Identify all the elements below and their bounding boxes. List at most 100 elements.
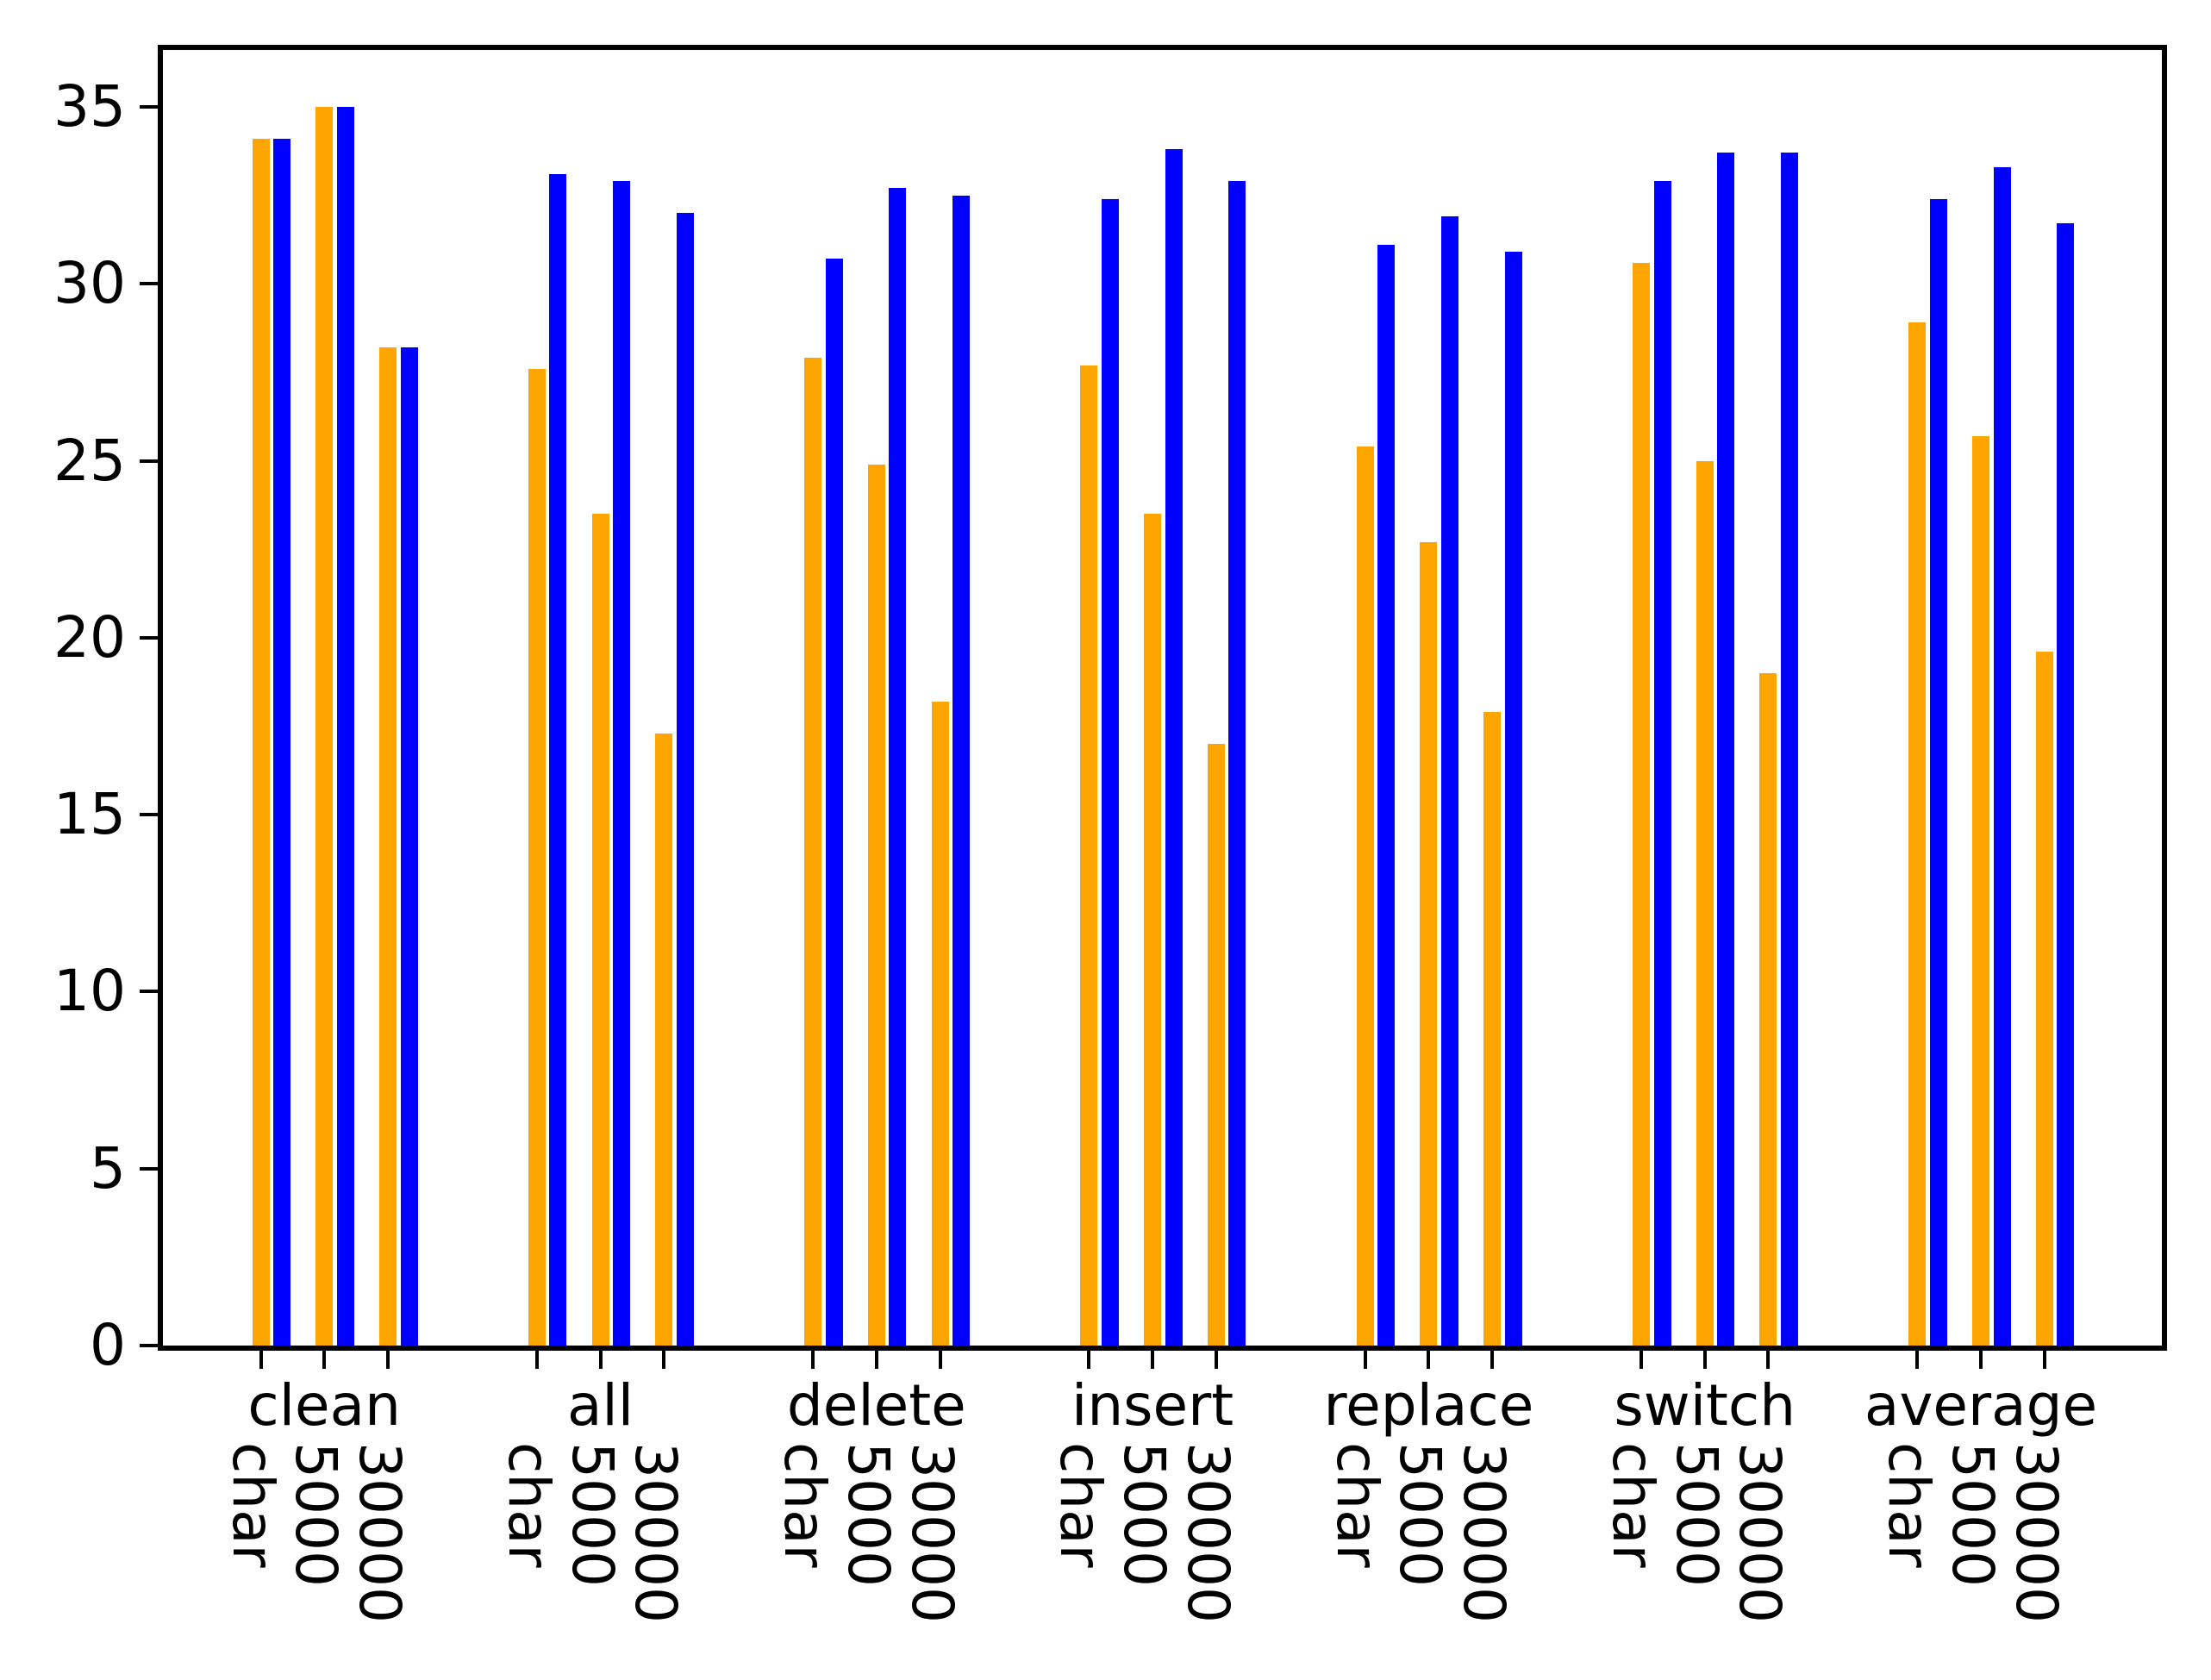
x-axis-tick-mark [1214, 1351, 1218, 1369]
x-group-label-average: average [1864, 1372, 2098, 1439]
x-axis-tick-mark [385, 1351, 390, 1369]
x-subgroup-label-char: char [771, 1442, 839, 1568]
y-axis-tick-mark [140, 104, 158, 109]
x-subgroup-label-30000: 30000 [2002, 1442, 2070, 1623]
x-axis-tick-mark [811, 1351, 815, 1369]
x-subgroup-label-char: char [1323, 1442, 1390, 1568]
x-subgroup-label-char: char [495, 1442, 562, 1568]
bar-delete-char-orange [804, 358, 822, 1346]
y-axis-tick-label: 35 [53, 72, 126, 140]
bar-switch-5000-blue [1717, 153, 1735, 1346]
y-axis-tick-mark [140, 1344, 158, 1347]
bar-clean-5000-blue [336, 106, 354, 1346]
bar-delete-30000-blue [952, 195, 971, 1346]
bar-replace-char-orange [1356, 447, 1374, 1346]
x-subgroup-label-30000: 30000 [1174, 1442, 1241, 1623]
bar-all-5000-blue [613, 181, 631, 1346]
bar-switch-5000-orange [1696, 460, 1714, 1346]
x-axis-tick-mark [1979, 1351, 1983, 1369]
y-axis-tick-label: 10 [53, 958, 126, 1025]
bar-insert-30000-orange [1207, 743, 1225, 1346]
bar-switch-30000-blue [1781, 153, 1798, 1346]
bar-replace-5000-blue [1441, 216, 1458, 1346]
x-subgroup-label-char: char [219, 1442, 286, 1568]
bar-insert-5000-blue [1165, 149, 1183, 1346]
y-axis-tick-mark [140, 459, 158, 463]
y-axis-tick-label: 25 [53, 427, 126, 494]
x-subgroup-label-5000: 5000 [283, 1442, 350, 1587]
x-axis-tick-mark [1087, 1351, 1091, 1369]
bar-average-char-blue [1929, 198, 1947, 1346]
x-axis-tick-mark [1766, 1351, 1771, 1369]
x-axis-tick-mark [322, 1351, 327, 1369]
y-axis-tick-mark [140, 813, 158, 817]
x-axis-tick-mark [1490, 1351, 1495, 1369]
bar-clean-char-blue [273, 138, 291, 1346]
y-axis-tick-mark [140, 1166, 158, 1171]
bar-average-5000-orange [1972, 435, 1989, 1346]
bar-switch-char-orange [1633, 262, 1650, 1346]
x-group-label-delete: delete [786, 1372, 966, 1439]
x-subgroup-label-5000: 5000 [834, 1442, 902, 1587]
x-subgroup-label-5000: 5000 [1939, 1442, 2006, 1587]
bar-all-30000-blue [676, 213, 694, 1346]
bar-delete-5000-blue [889, 188, 907, 1346]
y-axis-tick-mark [140, 282, 158, 286]
x-subgroup-label-30000: 30000 [1727, 1442, 1794, 1623]
x-axis-tick-mark [534, 1351, 539, 1369]
bar-all-30000-orange [655, 733, 673, 1346]
y-axis-tick-mark [140, 635, 158, 640]
bar-all-5000-orange [591, 514, 609, 1346]
x-axis-tick-mark [2042, 1351, 2046, 1369]
bar-replace-30000-blue [1504, 252, 1522, 1346]
bar-delete-5000-orange [867, 464, 885, 1346]
x-axis-tick-mark [598, 1351, 603, 1369]
x-axis-tick-mark [1151, 1351, 1155, 1369]
y-axis-tick-label: 0 [90, 1312, 126, 1378]
bar-insert-5000-orange [1144, 514, 1162, 1346]
bar-clean-30000-orange [378, 347, 397, 1346]
plot-area [158, 45, 2167, 1351]
x-axis-tick-mark [874, 1351, 878, 1369]
x-subgroup-label-char: char [1047, 1442, 1115, 1568]
x-group-label-switch: switch [1614, 1372, 1796, 1439]
bar-clean-5000-orange [315, 106, 334, 1346]
bar-insert-char-blue [1102, 198, 1119, 1346]
bar-delete-30000-orange [931, 701, 949, 1346]
bar-insert-30000-blue [1228, 181, 1246, 1346]
x-axis-tick-mark [1363, 1351, 1367, 1369]
x-subgroup-label-5000: 5000 [1111, 1442, 1178, 1587]
bar-clean-30000-blue [400, 347, 418, 1346]
x-group-label-clean: clean [247, 1372, 401, 1439]
y-axis-tick-label: 15 [53, 781, 126, 848]
x-axis-tick-mark [259, 1351, 263, 1369]
x-subgroup-label-30000: 30000 [346, 1442, 413, 1623]
bar-replace-30000-orange [1483, 712, 1502, 1346]
x-axis-tick-mark [1915, 1351, 1920, 1369]
x-subgroup-label-30000: 30000 [898, 1442, 965, 1623]
x-group-label-replace: replace [1323, 1372, 1534, 1439]
x-axis-tick-mark [1427, 1351, 1431, 1369]
x-subgroup-label-30000: 30000 [622, 1442, 690, 1623]
x-axis-tick-mark [1702, 1351, 1707, 1369]
x-subgroup-label-char: char [1876, 1442, 1943, 1568]
y-axis-tick-label: 30 [53, 250, 126, 317]
y-axis-tick-mark [140, 990, 158, 994]
bar-replace-5000-orange [1420, 541, 1438, 1346]
y-axis-tick-label: 5 [90, 1134, 126, 1202]
bar-average-30000-blue [2057, 223, 2075, 1346]
bar-average-30000-orange [2035, 652, 2053, 1346]
y-axis-tick-label: 20 [53, 603, 126, 671]
bar-clean-char-orange [252, 138, 270, 1346]
bar-average-5000-blue [1993, 166, 2011, 1346]
x-axis-tick-mark [938, 1351, 942, 1369]
bar-switch-char-blue [1653, 181, 1671, 1346]
bar-replace-char-blue [1377, 245, 1396, 1346]
x-axis-tick-mark [662, 1351, 666, 1369]
x-subgroup-label-char: char [1600, 1442, 1666, 1568]
x-axis-tick-mark [1640, 1351, 1643, 1369]
x-subgroup-label-5000: 5000 [559, 1442, 626, 1587]
bar-delete-char-blue [825, 259, 843, 1346]
x-group-label-all: all [566, 1372, 634, 1439]
